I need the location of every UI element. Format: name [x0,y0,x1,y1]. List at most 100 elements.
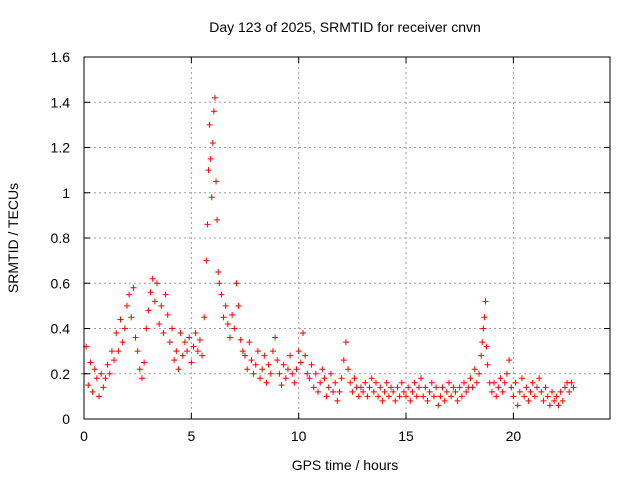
data-point [325,384,332,391]
data-point [293,366,300,373]
y-tick-label: 0.2 [51,366,71,382]
data-point [336,388,343,395]
data-point [476,370,483,377]
data-point [523,384,530,391]
data-point [297,359,304,366]
data-point [210,108,217,115]
data-point [452,388,459,395]
data-point [390,388,397,395]
data-point [287,352,294,359]
data-point [119,339,126,346]
data-point [267,370,274,377]
data-point [481,314,488,321]
data-point [478,352,485,359]
data-point [482,298,489,305]
data-point [242,352,249,359]
data-point [158,302,165,309]
data-point [392,397,399,404]
data-point [334,397,341,404]
data-point [201,314,208,321]
y-tick-label: 0.8 [51,230,71,246]
y-tick-label: 0.6 [51,275,71,291]
data-point [381,388,388,395]
data-point [315,388,322,395]
data-point [166,339,173,346]
data-point [111,357,118,364]
data-point [136,366,143,373]
data-point [128,314,135,321]
data-point [349,388,356,395]
data-point [216,280,223,287]
data-point [248,357,255,364]
data-point [385,393,392,400]
y-axis-label: SRMTID / TECUs [5,183,21,293]
data-point [295,348,302,355]
data-point [209,139,216,146]
y-tick-label: 0 [62,411,70,427]
data-point [269,348,276,355]
data-point [557,388,564,395]
data-point [536,375,543,382]
data-point [246,339,253,346]
data-point [508,384,515,391]
data-point [461,379,468,386]
data-point [424,397,431,404]
data-point [428,379,435,386]
data-point [117,316,124,323]
data-point [164,311,171,318]
data-point [493,393,500,400]
data-point [299,330,306,337]
data-point [330,388,337,395]
data-point [319,366,326,373]
data-point [272,334,279,341]
data-point [480,325,487,332]
y-tick-labels: 0 0.2 0.4 0.6 0.8 1 1.2 1.4 1.6 [51,49,71,427]
data-point [132,334,139,341]
data-point [321,375,328,382]
data-point [512,379,519,386]
data-point [235,302,242,309]
data-point [441,397,448,404]
data-points [81,94,577,409]
data-point [430,393,437,400]
data-point [179,352,186,359]
data-point [499,388,506,395]
data-point [304,370,311,377]
data-point [368,375,375,382]
data-point [372,379,379,386]
data-point [467,375,474,382]
data-point [501,379,508,386]
data-point [108,348,115,355]
data-point [409,388,416,395]
data-point [263,379,270,386]
data-point [471,366,478,373]
data-point [415,384,422,391]
data-point [203,257,210,264]
data-point [91,366,98,373]
data-point [214,216,221,223]
data-point [274,357,281,364]
data-point [450,384,457,391]
data-point [145,307,152,314]
x-tick-label: 15 [398,428,414,444]
data-point [162,291,169,298]
y-tick-label: 0.4 [51,321,71,337]
data-point [85,382,92,389]
x-tick-label: 0 [80,428,88,444]
x-tick-label: 10 [291,428,307,444]
x-tick-label: 20 [506,428,522,444]
data-point [239,348,246,355]
data-point [534,384,541,391]
data-point [121,325,128,332]
data-point [400,388,407,395]
data-point [491,379,498,386]
data-point [265,361,272,368]
data-point [360,388,367,395]
data-point [542,384,549,391]
y-tick-label: 1.6 [51,49,71,65]
data-point [405,384,412,391]
data-point [104,361,111,368]
data-point [351,375,358,382]
data-point [306,375,313,382]
data-point [302,352,309,359]
